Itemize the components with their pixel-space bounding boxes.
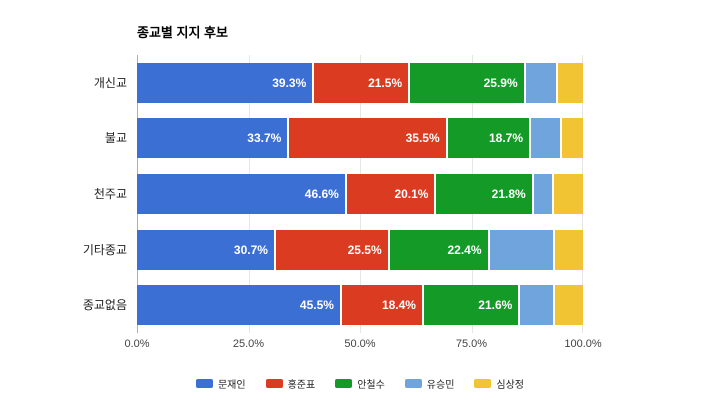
x-tick-label: 50.0%: [344, 338, 376, 350]
bar-value-label: 46.6%: [304, 187, 339, 201]
legend-swatch: [474, 379, 492, 388]
bar-segment: 25.9%: [408, 62, 524, 103]
x-tick-label: 0.0%: [124, 338, 150, 350]
legend-item: 홍준표: [265, 376, 316, 391]
bar-segment: [487, 229, 553, 270]
legend-item: 유승민: [404, 376, 455, 391]
bar-value-label: 18.7%: [488, 131, 524, 146]
bar-segment: [559, 118, 583, 159]
bar-segment: [552, 174, 583, 214]
bar-segment: [552, 229, 583, 270]
bar-segment: [531, 174, 553, 214]
legend-swatch: [195, 379, 213, 388]
bar-segment: [529, 118, 560, 159]
x-tick-label: 75.0%: [455, 338, 488, 350]
bar-value-label: 39.3%: [272, 75, 307, 90]
bar-segment: 18.7%: [445, 118, 530, 159]
bar-segment: 22.4%: [387, 229, 488, 270]
bar-segment: 46.6%: [137, 174, 345, 214]
legend-swatch: [404, 379, 422, 388]
plot-area: 39.3% 21.5% 25.9% 33.7% 35.5% 18.7% 46.6% 20.1%…: [137, 55, 583, 333]
legend: 문재인 홍준표 안철수 유승민 심상정: [0, 376, 720, 391]
bar-value-label: 21.8%: [491, 187, 526, 201]
legend-item: 심상정: [474, 376, 524, 391]
category-label: 종교없음: [82, 298, 127, 313]
bar-value-label: 25.5%: [347, 242, 382, 257]
legend-label: 안철수: [357, 380, 385, 391]
bar-segment: 18.4%: [339, 285, 422, 326]
category-label: 불교: [104, 131, 127, 146]
legend-item: 문재인: [195, 376, 246, 391]
bar-segment: 21.8%: [434, 174, 532, 214]
legend-label: 심상정: [496, 380, 525, 391]
bar-value-label: 33.7%: [247, 131, 282, 146]
bar-segment: [556, 62, 583, 103]
bar-value-label: 30.7%: [233, 242, 268, 257]
bar-value-label: 20.1%: [394, 187, 429, 201]
category-label: 기타종교: [82, 242, 127, 257]
legend-label: 유승민: [426, 380, 455, 391]
bar-segment: [552, 285, 583, 326]
category-label: 천주교: [93, 187, 127, 201]
bar-value-label: 25.9%: [483, 75, 518, 90]
category-label: 개신교: [93, 75, 127, 90]
bar-segment: 33.7%: [137, 118, 288, 159]
bar-row: 46.6% 20.1% 21.8%: [137, 174, 583, 214]
legend-item: 안철수: [335, 376, 385, 391]
bar-segment: [523, 62, 557, 103]
bar-segment: 20.1%: [344, 174, 435, 214]
legend-swatch: [265, 379, 283, 388]
x-tick-label: 25.0%: [232, 338, 265, 350]
bar-value-label: 22.4%: [447, 242, 482, 257]
bar-segment: 45.5%: [137, 285, 340, 326]
bar-value-label: 35.5%: [405, 131, 440, 146]
bar-row: 33.7% 35.5% 18.7%: [137, 118, 583, 159]
bar-value-label: 18.4%: [381, 298, 416, 313]
bar-segment: 25.5%: [273, 229, 388, 270]
bar-row: 39.3% 21.5% 25.9%: [137, 62, 583, 103]
bar-segment: 30.7%: [137, 229, 274, 270]
chart-title: 종교별 지지 후보: [137, 25, 228, 40]
bar-value-label: 21.5%: [368, 75, 403, 90]
bar-segment: [518, 285, 553, 326]
legend-label: 문재인: [217, 380, 246, 391]
bar-row: 45.5% 18.4% 21.6%: [137, 285, 583, 326]
bar-row: 30.7% 25.5% 22.4%: [137, 229, 583, 270]
bar-segment: 35.5%: [287, 118, 446, 159]
legend-swatch: [335, 379, 353, 388]
bar-value-label: 21.6%: [478, 298, 513, 313]
x-tick-label: 100.0%: [564, 338, 602, 350]
legend-label: 홍준표: [287, 380, 316, 391]
bar-segment: 21.5%: [312, 62, 409, 103]
bar-segment: 39.3%: [137, 62, 313, 103]
bar-value-label: 45.5%: [299, 298, 334, 313]
bar-segment: 21.6%: [421, 285, 519, 326]
